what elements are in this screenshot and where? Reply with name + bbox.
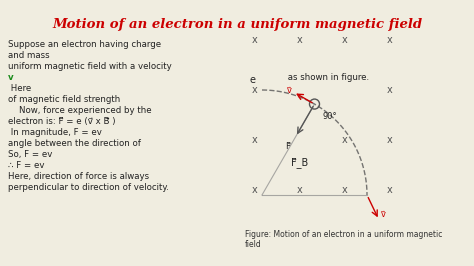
Text: v⃗: v⃗	[287, 86, 292, 95]
Text: uniform magnetic field with a velocity: uniform magnetic field with a velocity	[8, 62, 172, 71]
Text: Motion of an electron in a uniform magnetic field: Motion of an electron in a uniform magne…	[52, 18, 422, 31]
Text: x: x	[387, 135, 393, 145]
Text: Here: Here	[8, 84, 34, 93]
Text: x: x	[342, 135, 348, 145]
Text: angle between the direction of: angle between the direction of	[8, 139, 144, 148]
Text: x: x	[252, 185, 258, 195]
Text: ∴ F = ev: ∴ F = ev	[8, 161, 45, 170]
Text: x: x	[252, 85, 258, 95]
Text: of magnetic field strength: of magnetic field strength	[8, 95, 123, 104]
Text: Now, force experienced by the: Now, force experienced by the	[8, 106, 152, 115]
Text: So, F = ev: So, F = ev	[8, 150, 52, 159]
Text: and mass: and mass	[8, 51, 52, 60]
Text: x: x	[342, 185, 348, 195]
Text: x: x	[387, 185, 393, 195]
Text: electron is: F⃗ = e (v⃗ x B⃗ ): electron is: F⃗ = e (v⃗ x B⃗ )	[8, 117, 116, 126]
Text: 90°: 90°	[322, 112, 337, 121]
Text: In magnitude, F = ev: In magnitude, F = ev	[8, 128, 102, 137]
Text: x: x	[297, 35, 303, 45]
Text: F⃗_B: F⃗_B	[292, 157, 309, 168]
Text: x: x	[252, 135, 258, 145]
Text: e: e	[250, 75, 256, 85]
Text: Suppose an electron having charge: Suppose an electron having charge	[8, 40, 164, 49]
Text: x: x	[387, 85, 393, 95]
Text: Here, direction of force is always: Here, direction of force is always	[8, 172, 149, 181]
Text: v: v	[8, 73, 14, 82]
Text: F⃗: F⃗	[286, 142, 291, 151]
Text: x: x	[297, 185, 303, 195]
Text: v⃗: v⃗	[381, 210, 386, 219]
Text: Figure: Motion of an electron in a uniform magnetic
field: Figure: Motion of an electron in a unifo…	[245, 230, 442, 250]
Text: as shown in figure.: as shown in figure.	[285, 73, 370, 82]
Text: x: x	[252, 35, 258, 45]
Text: x: x	[387, 35, 393, 45]
Text: perpendicular to direction of velocity.: perpendicular to direction of velocity.	[8, 183, 169, 192]
Text: x: x	[342, 35, 348, 45]
